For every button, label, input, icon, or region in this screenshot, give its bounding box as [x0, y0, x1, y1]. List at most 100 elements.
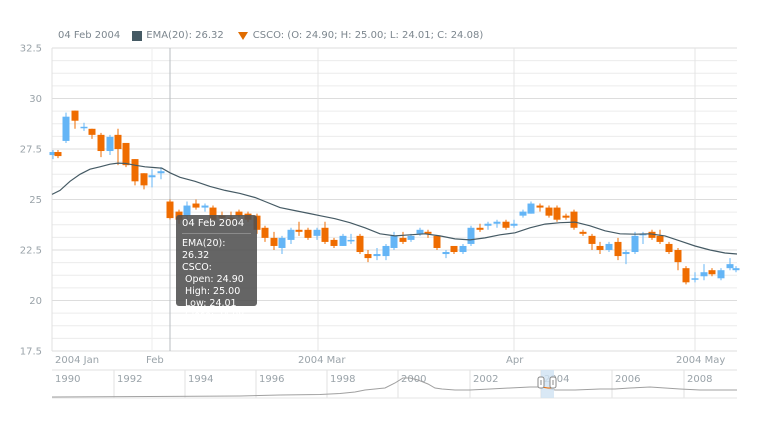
candle[interactable]	[287, 227, 295, 244]
legend-csco[interactable]: CSCO: (O: 24.90; H: 25.00; L: 24.01; C: …	[252, 30, 484, 41]
scroller[interactable]: 1990 1992 1994 1996 1998 2000 2002 2004 2006 2008	[51, 370, 737, 399]
candle[interactable]	[596, 241, 604, 255]
candle[interactable]	[502, 219, 510, 230]
candle[interactable]	[140, 173, 148, 190]
legend-ema[interactable]: EMA(20): 26.32	[146, 30, 224, 41]
candle[interactable]	[588, 233, 596, 250]
candle[interactable]	[54, 150, 62, 159]
candle[interactable]	[484, 221, 492, 230]
candle[interactable]	[682, 266, 690, 285]
candle[interactable]	[157, 167, 165, 180]
candle[interactable]	[131, 159, 139, 186]
tooltip-high: High: 25.00	[185, 286, 241, 297]
candle[interactable]	[88, 128, 96, 139]
scroller-year-label: 1996	[259, 374, 284, 385]
candle[interactable]	[97, 132, 105, 158]
candle[interactable]	[450, 245, 458, 255]
grid-lines	[51, 47, 737, 352]
candle[interactable]	[493, 219, 501, 228]
candlestick-series[interactable]	[49, 110, 740, 285]
candle[interactable]	[339, 233, 347, 246]
candle[interactable]	[304, 227, 312, 240]
candle[interactable]	[201, 203, 209, 212]
candle[interactable]	[536, 203, 544, 212]
candle[interactable]	[80, 122, 88, 131]
candle[interactable]	[691, 272, 699, 283]
scroller-year-label: 2008	[687, 374, 712, 385]
candle[interactable]	[313, 227, 321, 240]
candle[interactable]	[364, 250, 372, 263]
candle[interactable]	[562, 213, 570, 220]
candle[interactable]	[674, 247, 682, 271]
scroller-year-label: 2000	[401, 374, 426, 385]
candle[interactable]	[114, 128, 122, 166]
candle[interactable]	[442, 250, 450, 259]
candle[interactable]	[270, 231, 278, 250]
candle[interactable]	[356, 233, 364, 255]
y-tick-label: 25	[29, 195, 42, 206]
candle[interactable]	[106, 134, 114, 156]
candle[interactable]	[347, 233, 355, 244]
candle[interactable]	[253, 213, 261, 234]
x-axis: 2004 Jan Feb 2004 Mar Apr 2004 May	[52, 355, 737, 371]
candle[interactable]	[545, 205, 553, 218]
candle[interactable]	[708, 268, 716, 277]
candle[interactable]	[459, 243, 467, 255]
candle[interactable]	[717, 268, 725, 281]
x-tick-label: 2004 Mar	[298, 355, 346, 366]
scroller-year-label: 2002	[473, 374, 498, 385]
ema-legend-marker-icon	[132, 30, 143, 41]
candle[interactable]	[665, 241, 673, 255]
candle[interactable]	[192, 199, 200, 210]
tooltip-open: Open: 24.90	[185, 274, 244, 285]
y-tick-label: 20	[29, 296, 42, 307]
candle[interactable]	[732, 266, 740, 273]
candle[interactable]	[648, 229, 656, 240]
candle[interactable]	[467, 225, 475, 246]
y-tick-label: 17.5	[20, 347, 42, 358]
legend-date: 04 Feb 2004	[58, 30, 121, 41]
tooltip-close: Close: 24.08	[185, 310, 245, 321]
y-axis: 32.5 30 27.5 25 22.5 20 17.5	[20, 44, 42, 358]
candle[interactable]	[553, 205, 561, 222]
candle[interactable]	[579, 229, 587, 236]
scroller-year-label: 1992	[117, 374, 142, 385]
candle[interactable]	[726, 258, 734, 271]
candle[interactable]	[261, 225, 269, 242]
candle[interactable]	[656, 229, 664, 244]
candle[interactable]	[295, 221, 303, 236]
candle[interactable]	[330, 237, 338, 248]
candle[interactable]	[399, 231, 407, 244]
candle[interactable]	[166, 199, 174, 220]
candle[interactable]	[519, 209, 527, 218]
candle[interactable]	[373, 247, 381, 261]
csco-legend-marker-icon	[237, 31, 248, 40]
candle[interactable]	[700, 264, 708, 281]
candle[interactable]	[614, 237, 622, 261]
candle[interactable]	[321, 221, 329, 244]
candle[interactable]	[570, 209, 578, 230]
candle[interactable]	[622, 250, 630, 265]
tooltip-ema: EMA(20): 26.32	[182, 238, 226, 261]
x-tick-label: Apr	[506, 355, 524, 366]
candle[interactable]	[605, 241, 613, 253]
candle[interactable]	[476, 223, 484, 232]
candle[interactable]	[62, 112, 70, 143]
candle[interactable]	[510, 219, 518, 228]
x-tick-label: 2004 Jan	[55, 355, 99, 366]
candle[interactable]	[382, 243, 390, 261]
scroller-series-line	[51, 377, 737, 398]
tooltip-title: 04 Feb 2004	[182, 218, 251, 234]
candle[interactable]	[433, 235, 441, 250]
scroller-background[interactable]	[52, 372, 737, 398]
y-tick-label: 32.5	[20, 44, 42, 55]
candle[interactable]	[390, 231, 398, 250]
candle[interactable]	[148, 169, 156, 188]
candle[interactable]	[631, 231, 639, 255]
candle[interactable]	[49, 150, 57, 160]
candle[interactable]	[71, 110, 79, 129]
candle[interactable]	[527, 201, 535, 214]
candle[interactable]	[278, 235, 286, 255]
ema-line[interactable]	[51, 162, 738, 255]
